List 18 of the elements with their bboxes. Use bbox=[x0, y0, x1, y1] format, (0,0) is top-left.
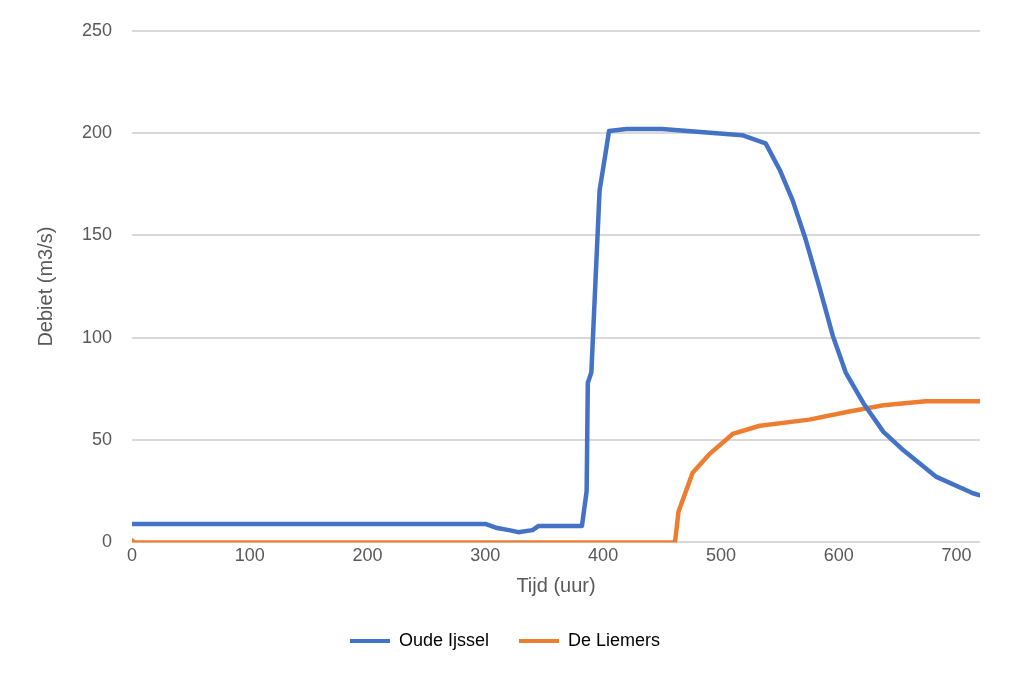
y-tick-label: 0 bbox=[102, 531, 113, 552]
x-tick-label: 400 bbox=[588, 545, 619, 566]
x-tick-label: 200 bbox=[352, 545, 383, 566]
y-tick-label: 250 bbox=[81, 19, 113, 40]
y-axis-title: Debiet (m3/s) bbox=[33, 226, 56, 347]
x-tick-label: 500 bbox=[705, 545, 736, 566]
x-axis-title: Tijd (uur) bbox=[516, 573, 596, 596]
y-tick-label: 200 bbox=[81, 122, 113, 143]
legend-label: De Liemers bbox=[568, 629, 661, 650]
x-tick-label: 600 bbox=[823, 545, 854, 566]
y-tick-label: 150 bbox=[81, 224, 113, 245]
x-tick-label: 0 bbox=[127, 545, 138, 566]
y-tick-label: 50 bbox=[92, 429, 113, 450]
y-tick-label: 100 bbox=[81, 326, 113, 347]
legend-label: Oude Ijssel bbox=[398, 629, 490, 650]
x-tick-label: 700 bbox=[941, 545, 972, 566]
x-tick-label: 100 bbox=[234, 545, 265, 566]
x-tick-label: 300 bbox=[470, 545, 501, 566]
